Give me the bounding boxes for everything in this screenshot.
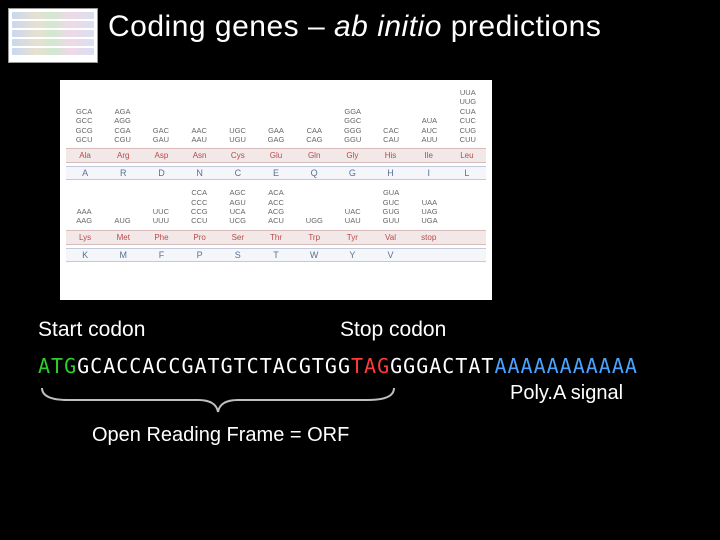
amino-acid-letter: K <box>66 248 104 262</box>
codon-column: AUAAUCAUU <box>411 88 447 144</box>
codon-column: GGAGGCGGGGGU <box>335 88 371 144</box>
codon-table: GCAGCCGCGGCU AGAAGGCGACGU GACGAU AACAAU … <box>60 80 492 300</box>
amino-acid-name: Gln <box>295 148 333 163</box>
codon-column: AACAAU <box>181 88 217 144</box>
amino-acid-letter: Q <box>295 166 333 180</box>
codon-column <box>450 188 486 226</box>
dna-sequence: ATGGCACCACCGATGTCTACGTGGTAGGGGACTATAAAAA… <box>38 354 638 378</box>
amino-acid-letter: C <box>219 166 257 180</box>
amino-acid-name: His <box>371 148 409 163</box>
amino-acid-name: Val <box>371 230 409 245</box>
amino-acid-letter: S <box>219 248 257 262</box>
amino-acid-name: Met <box>104 230 142 245</box>
amino-acid-name: Asp <box>142 148 180 163</box>
amino-acid-name: Leu <box>448 148 486 163</box>
amino-acid-name: Asn <box>181 148 219 163</box>
codon-column: CCACCCCCGCCU <box>181 188 217 226</box>
amino-acid-name: Ile <box>410 148 448 163</box>
amino-acid-name: Thr <box>257 230 295 245</box>
amino-acid-letter: L <box>448 166 486 180</box>
amino-acid-letter: I <box>410 166 448 180</box>
codon-column: UUCUUU <box>143 188 179 226</box>
codon-column: AAAAAG <box>66 188 102 226</box>
amino-acid-letter: T <box>257 248 295 262</box>
amino-acid-name: Glu <box>257 148 295 163</box>
codon-column: GAAGAG <box>258 88 294 144</box>
codon-column: CACCAU <box>373 88 409 144</box>
amino-acid-letter: G <box>333 166 371 180</box>
amino-acid-letter: W <box>295 248 333 262</box>
amino-acid-letter: H <box>371 166 409 180</box>
orf-brace-icon <box>38 384 398 418</box>
codon-column: AGAAGGCGACGU <box>104 88 140 144</box>
codon-column: UAAUAGUGA <box>411 188 447 226</box>
amino-acid-letter: E <box>257 166 295 180</box>
codon-column: GUAGUCGUGGUU <box>373 188 409 226</box>
codon-column: UUAUUGCUACUCCUGCUU <box>450 88 486 144</box>
amino-acid-name: Lys <box>66 230 104 245</box>
orf-label: Open Reading Frame = ORF <box>92 424 349 447</box>
amino-acid-letter: N <box>181 166 219 180</box>
amino-acid-letter <box>448 248 486 262</box>
amino-acid-letter: P <box>181 248 219 262</box>
amino-acid-name: Ala <box>66 148 104 163</box>
amino-acid-name: stop <box>410 230 448 245</box>
seq-utr: GGGACTAT <box>390 354 494 378</box>
codon-column: UGG <box>296 188 332 226</box>
codon-column: CAACAG <box>296 88 332 144</box>
codon-column: UACUAU <box>335 188 371 226</box>
amino-acid-letter: A <box>66 166 104 180</box>
seq-orf-body: GCACCACCGATGTCTACGTGG <box>77 354 351 378</box>
codon-column: UGCUGU <box>219 88 255 144</box>
amino-acid-letter <box>410 248 448 262</box>
amino-acid-name: Pro <box>181 230 219 245</box>
title-italic: ab initio <box>334 10 442 43</box>
codon-column: GCAGCCGCGGCU <box>66 88 102 144</box>
title-pre: Coding genes – <box>108 10 334 43</box>
polya-signal-label: Poly.A signal <box>510 382 623 405</box>
seq-start-codon: ATG <box>38 354 77 378</box>
codon-column: AUG <box>104 188 140 226</box>
amino-acid-letter: V <box>371 248 409 262</box>
codon-column: ACAACCACGACU <box>258 188 294 226</box>
amino-acid-letter: M <box>104 248 142 262</box>
slide-thumbnail-icon <box>8 8 98 63</box>
amino-acid-name: Trp <box>295 230 333 245</box>
amino-acid-name: Arg <box>104 148 142 163</box>
codon-column: AGCAGUUCAUCG <box>219 188 255 226</box>
seq-stop-codon: TAG <box>351 354 390 378</box>
amino-acid-name: Cys <box>219 148 257 163</box>
start-codon-label: Start codon <box>38 318 145 342</box>
amino-acid-letter: Y <box>333 248 371 262</box>
amino-acid-name: Ser <box>219 230 257 245</box>
stop-codon-label: Stop codon <box>340 318 446 342</box>
amino-acid-name: Gly <box>333 148 371 163</box>
amino-acid-letter: R <box>104 166 142 180</box>
slide-title: Coding genes – ab initio predictions <box>108 10 601 44</box>
codon-column: GACGAU <box>143 88 179 144</box>
amino-acid-letter: D <box>142 166 180 180</box>
amino-acid-name: Tyr <box>333 230 371 245</box>
amino-acid-name <box>448 230 486 245</box>
amino-acid-letter: F <box>142 248 180 262</box>
amino-acid-name: Phe <box>142 230 180 245</box>
seq-polya-tail: AAAAAAAAAAA <box>494 354 637 378</box>
title-post: predictions <box>442 10 601 43</box>
